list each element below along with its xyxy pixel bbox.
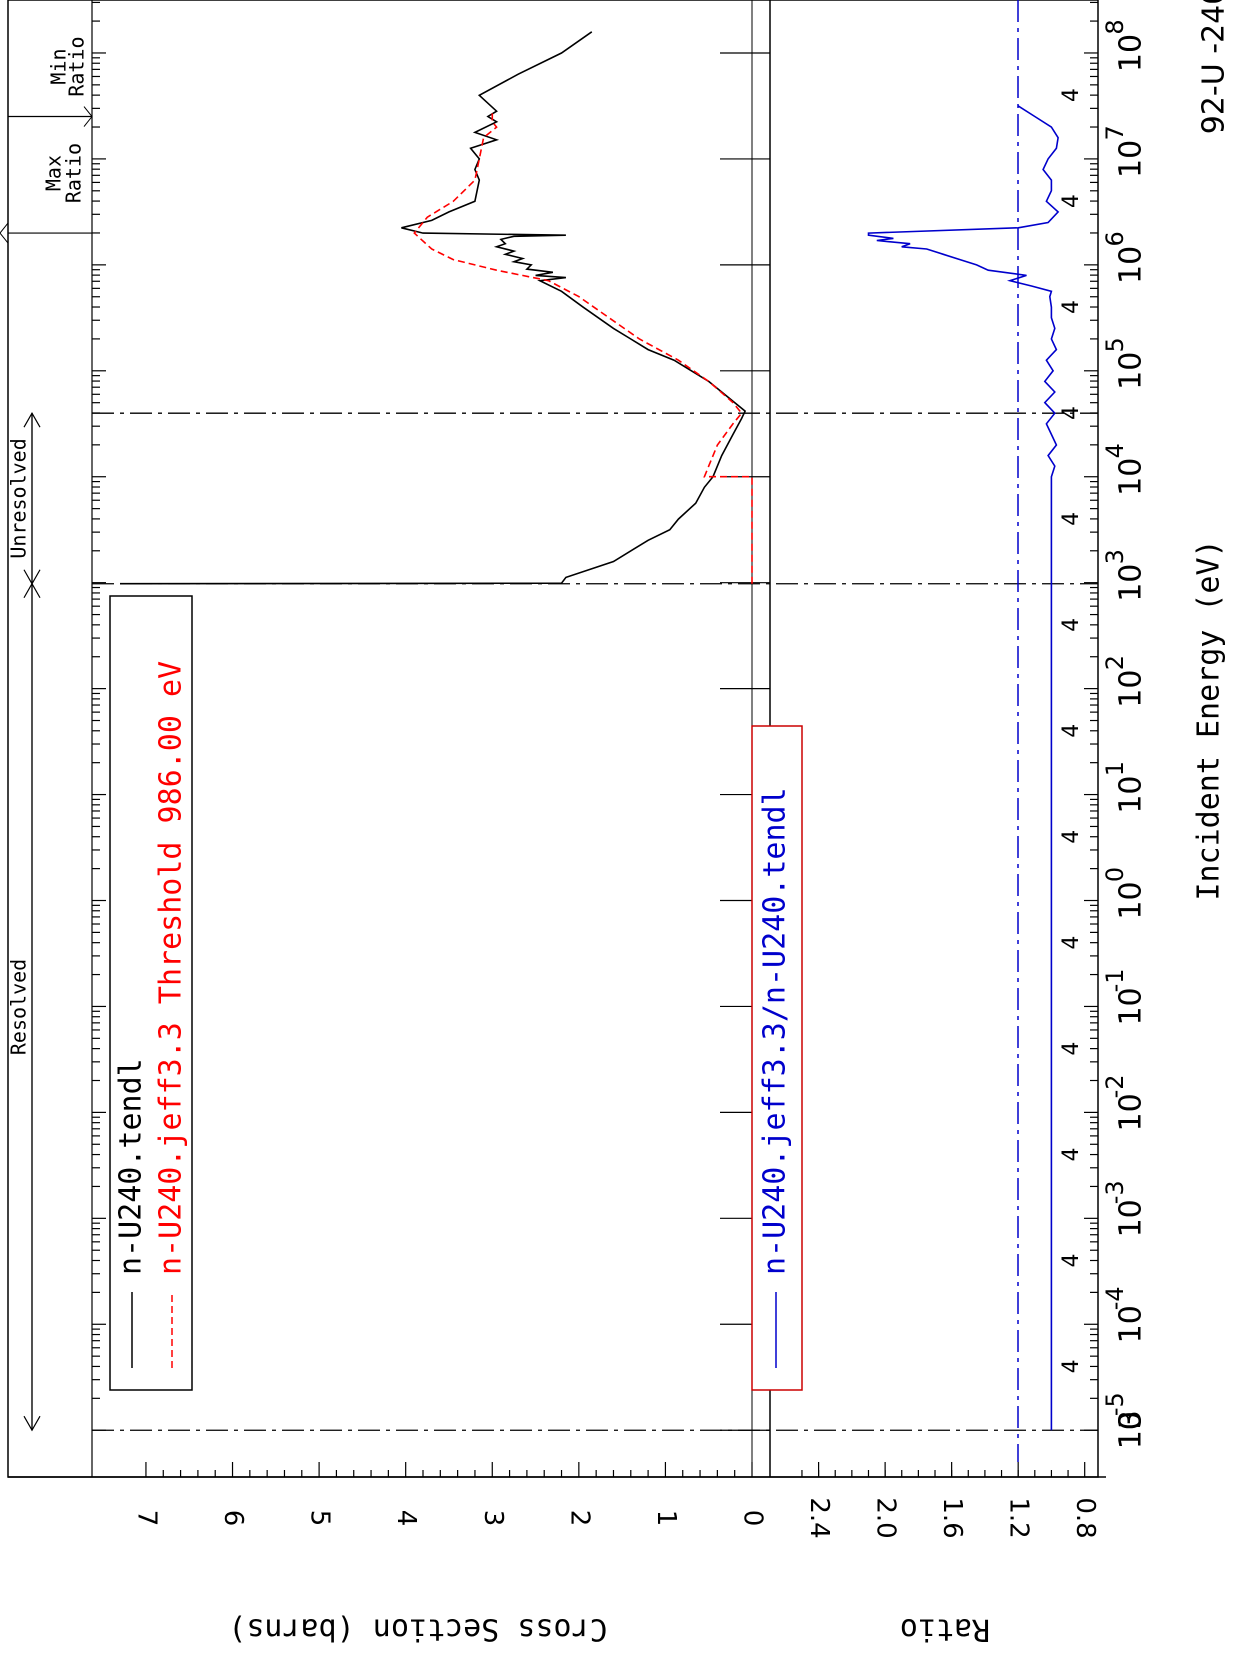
resolved-label: Resolved [7, 959, 31, 1055]
max-ratio-arrowhead [0, 222, 9, 244]
xtick-minor-label: 4 [1059, 830, 1084, 844]
ratio-series-line [867, 105, 1060, 1431]
xtick-label: 10-5 [1101, 1392, 1149, 1449]
xtick-base: 10 [1114, 1305, 1149, 1343]
ratio-ytick-label: 0.8 [1070, 1497, 1100, 1538]
x-axis-label: Incident Energy (eV) [1192, 539, 1227, 900]
min-ratio-arrowhead [83, 106, 93, 127]
xtick-label: 102 [1101, 655, 1149, 708]
xtick-exp: 2 [1101, 655, 1129, 670]
cs-ytick-label: 4 [391, 1510, 421, 1527]
xtick-base: 10 [1114, 1411, 1149, 1449]
xtick-label: 103 [1101, 549, 1149, 602]
unresolved-arrow-back-head [23, 411, 41, 428]
xtick-exp: -2 [1101, 1074, 1129, 1098]
min-ratio-label: Ratio [65, 36, 89, 96]
xtick-first-label: 3 [1114, 1410, 1149, 1429]
cs-ytick-label: 7 [131, 1510, 161, 1527]
xtick-base: 10 [1114, 1199, 1149, 1237]
legend-label-ratio: n-U240.jeff3.3/n-U240.tendl [758, 787, 793, 1275]
xtick-minor-label: 4 [1059, 88, 1084, 102]
xtick-label: 105 [1101, 337, 1149, 390]
xtick-exp: -3 [1101, 1180, 1129, 1204]
xtick-minor-label: 4 [1059, 1042, 1084, 1056]
ratio-ytick-label: 2.0 [871, 1497, 901, 1538]
max-ratio-label: Max [42, 155, 66, 191]
material-label: 92-U -240 [1197, 0, 1232, 134]
xtick-minor-label: 4 [1059, 194, 1084, 208]
xtick-label: 10-4 [1101, 1286, 1149, 1343]
xtick-label: 101 [1101, 761, 1149, 814]
xtick-base: 10 [1114, 881, 1149, 919]
xtick-minor-label: 4 [1059, 724, 1084, 738]
cs-ytick-label: 1 [651, 1510, 681, 1527]
xtick-exp: 3 [1101, 549, 1129, 564]
ratio-ylabel: Ratio [900, 1612, 990, 1647]
xtick-exp: -1 [1101, 968, 1129, 992]
xtick-label: 107 [1101, 125, 1149, 178]
xtick-base: 10 [1114, 564, 1149, 602]
xtick-minor-label: 4 [1059, 1253, 1084, 1267]
xtick-base: 10 [1114, 352, 1149, 390]
xtick-base: 10 [1114, 140, 1149, 178]
xtick-base: 10 [1114, 34, 1149, 72]
xtick-base: 10 [1114, 670, 1149, 708]
xtick-label: 10-1 [1101, 968, 1149, 1025]
xtick-label: 10-3 [1101, 1180, 1149, 1237]
ratio-ytick-label: 1.6 [937, 1497, 967, 1538]
xtick-minor-label: 4 [1059, 300, 1084, 314]
xtick-exp: 5 [1101, 337, 1129, 352]
cs-ytick-label: 2 [564, 1510, 594, 1527]
xtick-base: 10 [1114, 1093, 1149, 1131]
cs-ylabel: Cross Section (barns) [228, 1612, 607, 1647]
xtick-label: 106 [1101, 231, 1149, 284]
xtick-label: 10-2 [1101, 1074, 1149, 1131]
tendl-series-line [119, 31, 747, 585]
xtick-label: 100 [1101, 867, 1149, 920]
cs-ytick-label: 3 [478, 1510, 508, 1527]
cs-ytick-label: 5 [305, 1510, 335, 1527]
legend-bottom [751, 725, 803, 1391]
unresolved-label: Unresolved [7, 438, 31, 558]
jeff-series-line [413, 111, 753, 584]
ratio-ytick-label: 2.4 [804, 1497, 834, 1538]
max-ratio-label: Ratio [62, 143, 86, 203]
xtick-exp: 4 [1101, 443, 1129, 458]
unresolved-arrow-head [23, 569, 41, 585]
xtick-minor-label: 4 [1059, 512, 1084, 526]
xtick-label: 104 [1101, 443, 1149, 496]
xtick-exp: 7 [1101, 125, 1129, 140]
xtick-exp: -4 [1101, 1286, 1129, 1310]
resolved-arrow-head [23, 1415, 41, 1432]
legend-top [109, 595, 193, 1391]
xtick-base: 10 [1114, 246, 1149, 284]
xtick-exp: 0 [1101, 867, 1129, 882]
legend-label-jeff: n-U240.jeff3.3 Threshold 986.00 eV [154, 661, 189, 1275]
xtick-base: 10 [1114, 775, 1149, 813]
xtick-exp: 1 [1101, 761, 1129, 776]
xtick-label: 108 [1101, 19, 1149, 72]
xtick-minor-label: 4 [1059, 618, 1084, 632]
cs-ytick-label: 0 [738, 1510, 768, 1527]
xtick-exp: 8 [1101, 19, 1129, 34]
xtick-exp: 6 [1101, 231, 1129, 246]
xtick-minor-label: 4 [1059, 1359, 1084, 1373]
xtick-minor-label: 4 [1059, 936, 1084, 950]
xtick-exp: -5 [1101, 1392, 1129, 1416]
ratio-ytick-label: 1.2 [1004, 1497, 1034, 1538]
xtick-base: 10 [1114, 987, 1149, 1025]
cs-ytick-label: 6 [218, 1510, 248, 1527]
xtick-minor-label: 4 [1059, 1148, 1084, 1162]
legend-label-tendl: n-U240.tendl [114, 1058, 149, 1275]
xtick-base: 10 [1114, 458, 1149, 496]
min-ratio-label: Min [47, 48, 71, 84]
